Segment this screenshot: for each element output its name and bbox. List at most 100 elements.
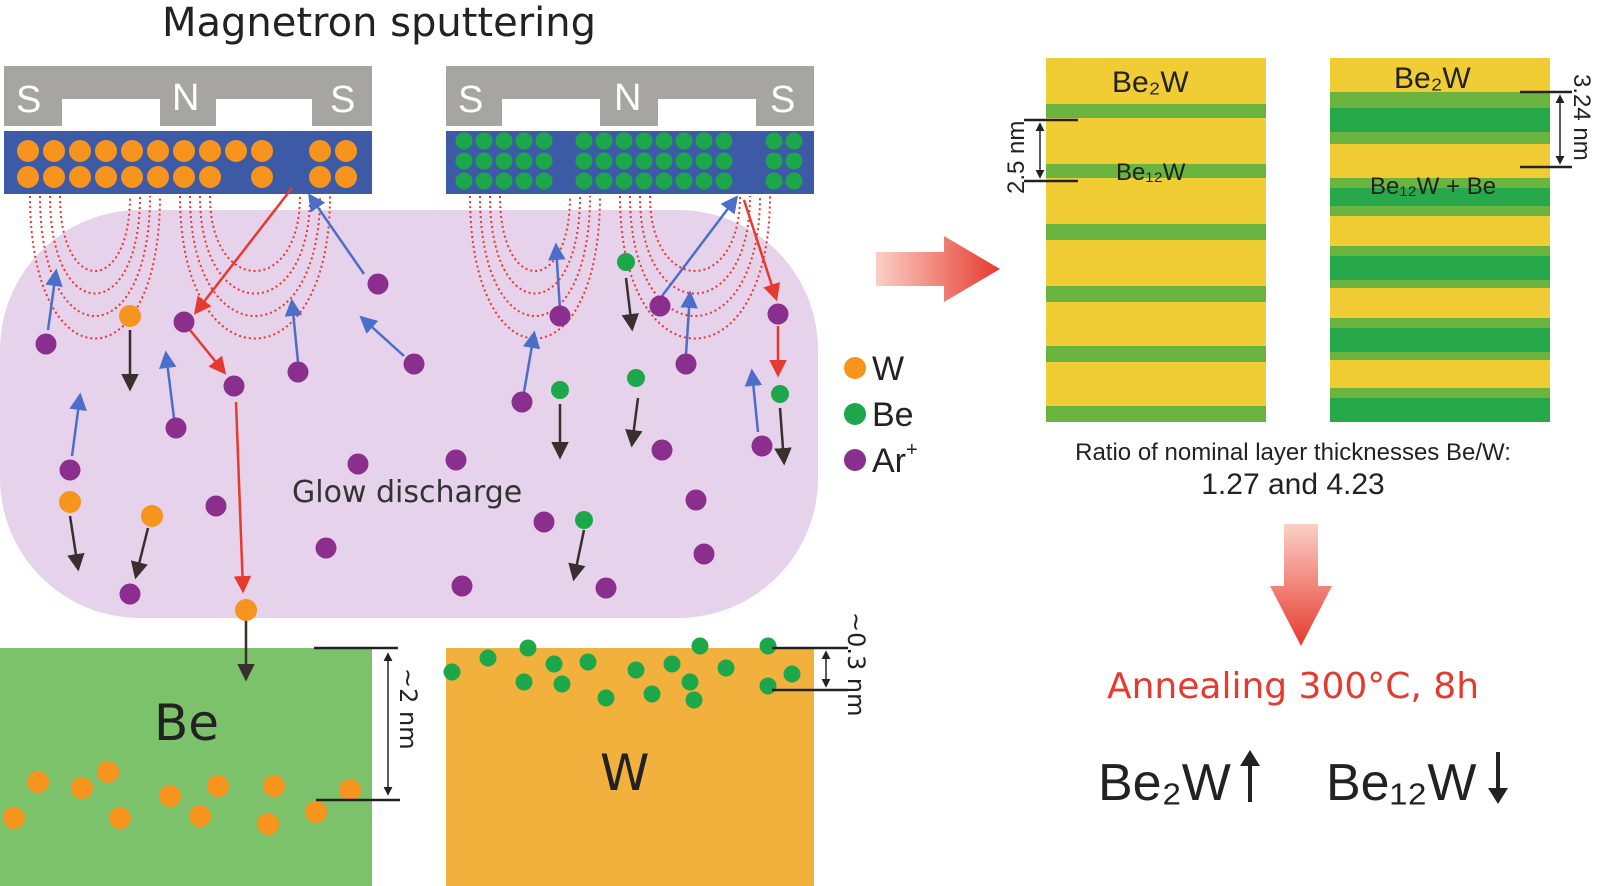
- ar-ion: [35, 333, 57, 355]
- blue-trajectory: [661, 195, 739, 297]
- plasma-label: Glow discharge: [292, 475, 522, 510]
- neutral-trajectory: [774, 407, 792, 466]
- process-arrow-right: [876, 236, 1000, 302]
- implanted-be-atom: [685, 691, 703, 709]
- implanted-w-atom: [109, 807, 131, 829]
- target-w-atom: [95, 166, 117, 188]
- red-trajectory: [742, 199, 780, 302]
- implanted-w-atom: [27, 771, 49, 793]
- target-be-atom: [655, 172, 673, 190]
- neutral-trajectory: [621, 277, 640, 332]
- target-w-atom: [251, 140, 273, 162]
- target-be-atom: [455, 172, 473, 190]
- target-be-atom: [495, 172, 513, 190]
- ar-ion: [403, 353, 425, 375]
- target-be-atom: [695, 172, 713, 190]
- ar-ion: [165, 417, 187, 439]
- field-line: [499, 195, 571, 272]
- decrease-arrow-icon: [1488, 752, 1508, 804]
- legend-w-label: W: [872, 350, 904, 388]
- be12w-layer: [1330, 352, 1550, 360]
- legend-ar-superscript: +: [906, 439, 918, 461]
- implanted-be-atom: [579, 653, 597, 671]
- ar-ion: [119, 583, 141, 605]
- result-decrease-phase: Be₁₂W: [1326, 754, 1476, 812]
- target-w-atom: [147, 166, 169, 188]
- be12w-layer: [1330, 188, 1550, 206]
- field-line: [619, 195, 771, 340]
- implanted-be-atom: [759, 677, 777, 695]
- target-w-atom: [335, 166, 357, 188]
- left-target-w-atoms: [17, 140, 357, 188]
- blue-trajectory: [69, 392, 87, 457]
- target-be-atom: [475, 172, 493, 190]
- field-line: [209, 195, 301, 272]
- ar-ion: [751, 435, 773, 457]
- ar-ion: [287, 361, 309, 383]
- stack-left-period-marker: [1024, 118, 1078, 183]
- neutral-trajectory: [568, 529, 586, 582]
- sputtered-w-atom: [119, 305, 141, 327]
- ar-ion: [173, 311, 195, 333]
- implanted-be-atom: [553, 675, 571, 693]
- target-be-atom: [675, 152, 693, 170]
- ar-ion: [223, 375, 245, 397]
- sputtered-be-atom: [551, 381, 569, 399]
- stack-right-inner-label: Be₁₂W + Be: [1370, 173, 1496, 200]
- target-be-atom: [515, 172, 533, 190]
- target-be-atom: [785, 152, 803, 170]
- target-w-atom: [121, 140, 143, 162]
- neutral-trajectory: [130, 527, 150, 580]
- target-be-atom: [785, 132, 803, 150]
- target-be-atom: [765, 132, 783, 150]
- target-be-atom: [575, 132, 593, 150]
- ar-ion: [549, 305, 571, 327]
- sputtered-be-atom: [617, 253, 635, 271]
- ar-ion: [533, 511, 555, 533]
- target-w-atom: [69, 166, 91, 188]
- implanted-be-atom: [783, 665, 801, 683]
- red-trajectory: [193, 187, 293, 315]
- implanted-be-atom: [479, 649, 497, 667]
- right-target-be-atoms: [455, 132, 803, 190]
- target-be-atom: [495, 132, 513, 150]
- implanted-be-atom: [515, 673, 533, 691]
- right-magnet: [446, 66, 814, 126]
- target-be-atom: [615, 172, 633, 190]
- annealing-label: Annealing 300°C, 8h: [1107, 666, 1479, 707]
- ar-ion: [649, 295, 671, 317]
- implanted-w-atom: [339, 779, 361, 801]
- implanted-w-atoms: [3, 761, 361, 835]
- sputtered-be-atom: [627, 369, 645, 387]
- implanted-w-atom: [3, 807, 25, 829]
- ar-ion: [767, 303, 789, 325]
- implanted-be-atom: [717, 659, 735, 677]
- implanted-be-atoms: [443, 637, 801, 709]
- implanted-be-atom: [681, 673, 699, 691]
- blue-trajectory: [744, 368, 763, 433]
- be12w-layer: [1330, 328, 1550, 352]
- be12w-layer: [1046, 164, 1266, 178]
- ar-ion: [367, 273, 389, 295]
- target-w-atom: [309, 166, 331, 188]
- stack-right-top-label: Be₂W: [1394, 62, 1471, 95]
- legend: W Be Ar+: [844, 350, 918, 480]
- target-be-atom: [635, 152, 653, 170]
- right-magnet-s1: S: [458, 79, 483, 121]
- ratio-caption: Ratio of nominal layer thicknesses Be/W:: [1075, 439, 1511, 466]
- be-substrate-label: Be: [154, 694, 219, 752]
- w-depth-label: ~0.3 nm: [842, 612, 870, 717]
- target-w-atom: [121, 166, 143, 188]
- target-be-atom: [715, 172, 733, 190]
- field-line: [59, 195, 131, 272]
- target-w-atom: [69, 140, 91, 162]
- field-line: [189, 195, 321, 317]
- target-w-atom: [147, 140, 169, 162]
- field-line: [489, 195, 581, 295]
- legend-ar-label: Ar+: [872, 439, 918, 480]
- implanted-w-atom: [159, 785, 181, 807]
- blue-trajectory: [548, 242, 566, 311]
- ar-ion: [685, 489, 707, 511]
- target-w-atom: [173, 140, 195, 162]
- w-substrate-label: W: [600, 744, 649, 802]
